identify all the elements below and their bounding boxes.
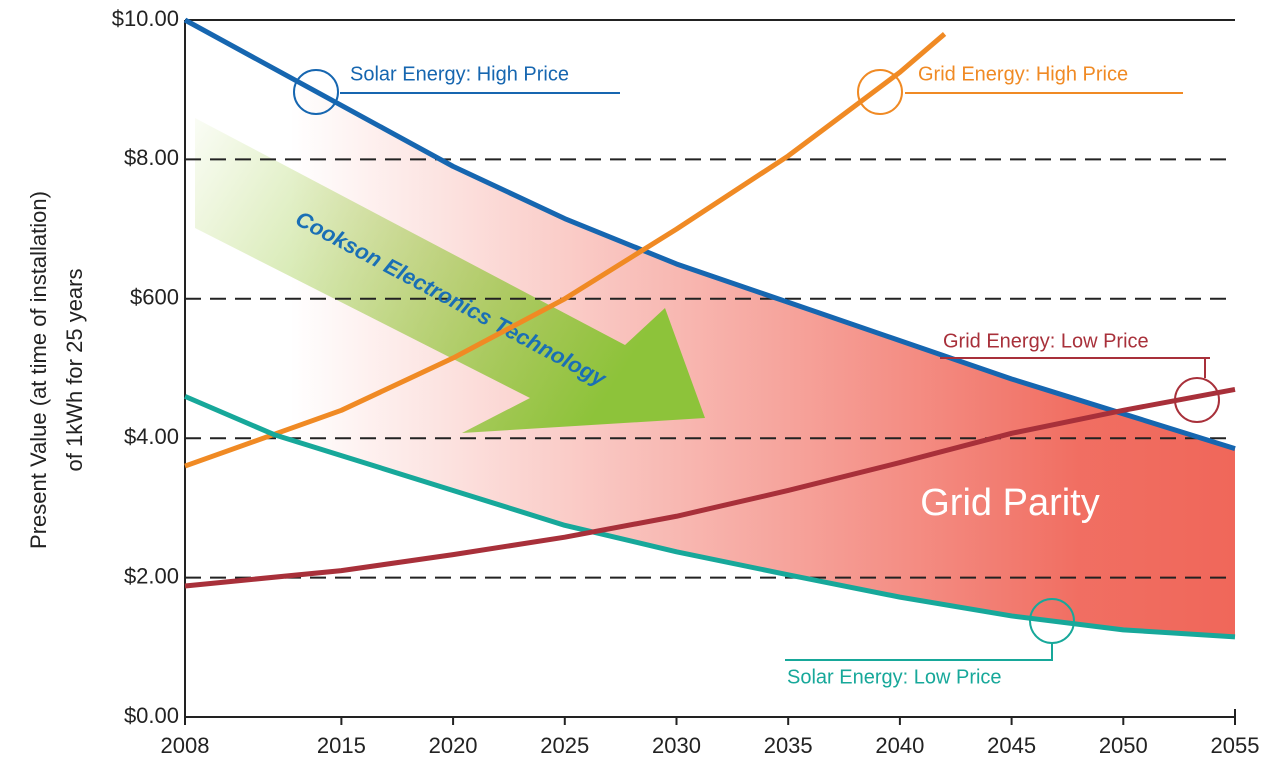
label-circle [293,69,339,115]
series-line [184,32,947,469]
y-tick-label: $4.00 [124,424,179,449]
label-circle [1174,377,1220,423]
y-tick-label: $10.00 [112,6,179,31]
y-axis-label: Present Value (at time of installation) [26,191,51,549]
grid-layer [184,19,1236,725]
x-tick-label: 2025 [540,733,589,758]
series-line [183,17,1236,452]
y-tick-label: $8.00 [124,145,179,170]
label-circle [857,69,903,115]
series-label: Grid Energy: High Price [918,63,1128,85]
x-tick-label: 2015 [317,733,366,758]
y-tick-label: $0.00 [124,703,179,728]
x-tick-label: 2045 [987,733,1036,758]
grid-parity-region [185,20,1235,637]
series-label: Solar Energy: High Price [350,63,569,85]
series-line [184,386,1236,589]
y-axis-label: of 1kWh for 25 years [62,269,87,472]
y-tick-label: $600 [130,285,179,310]
x-tick-label: 2055 [1211,733,1260,758]
x-tick-label: 2008 [161,733,210,758]
series-line [184,394,1236,640]
series-label: Grid Energy: Low Price [943,330,1149,352]
technology-arrow [195,118,705,433]
series-label: Solar Energy: Low Price [787,666,1002,688]
region-layer [185,20,1235,637]
x-tick-label: 2040 [875,733,924,758]
y-tick-label: $2.00 [124,563,179,588]
x-tick-label: 2030 [652,733,701,758]
x-tick-label: 2050 [1099,733,1148,758]
x-tick-label: 2035 [764,733,813,758]
x-tick-label: 2020 [429,733,478,758]
grid-parity-label: Grid Parity [920,482,1099,524]
